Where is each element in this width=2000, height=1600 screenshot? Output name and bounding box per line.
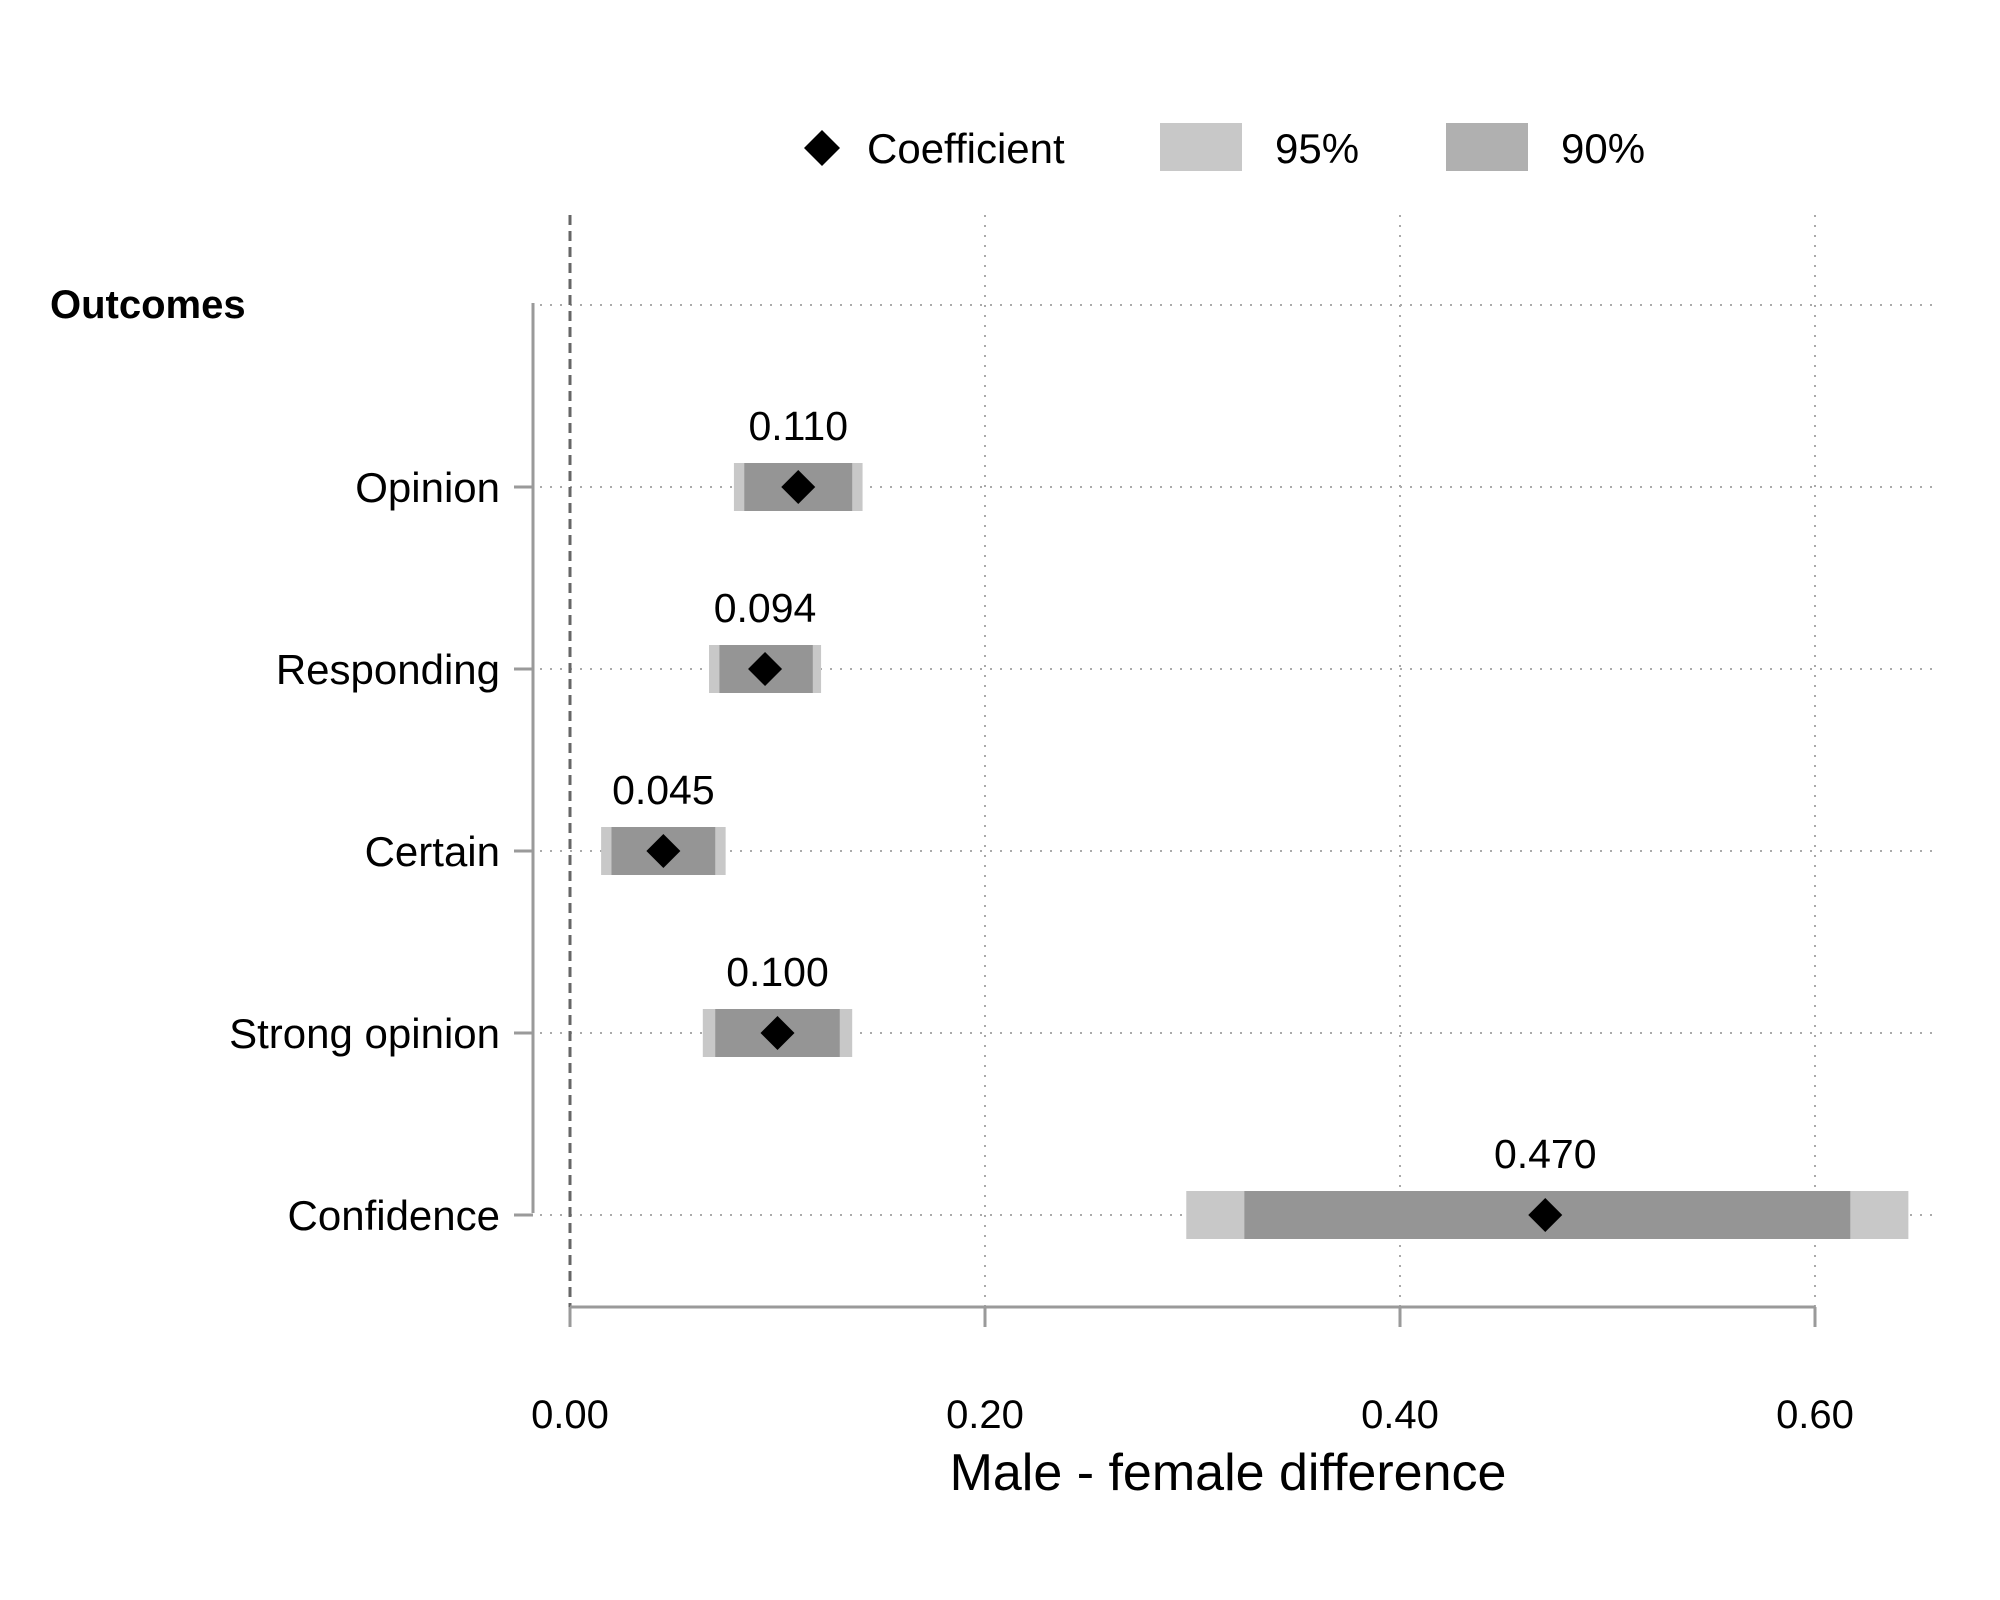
legend-95-swatch: [1160, 123, 1242, 171]
coefficient-marker: [1528, 1198, 1563, 1232]
x-axis-ticks: [568, 1307, 1817, 1327]
row-label: Certain: [365, 828, 500, 875]
legend-coefficient-marker: [804, 130, 840, 166]
x-tick-label: 0.60: [1776, 1393, 1854, 1437]
legend: Coefficient 95% 90%: [804, 123, 1645, 172]
legend-95-label: 95%: [1275, 125, 1359, 172]
coefficient-value-label: 0.100: [726, 949, 829, 995]
legend-90-swatch: [1446, 123, 1528, 171]
legend-90-label: 90%: [1561, 125, 1645, 172]
coefficient-marker: [646, 834, 681, 868]
coefficient-value-label: 0.110: [748, 403, 848, 449]
coefficient-value-label: 0.470: [1494, 1131, 1597, 1177]
coefficient-row: Certain 0.045: [365, 767, 726, 875]
coefficient-row: Strong opinion 0.100: [229, 949, 853, 1057]
coefficient-value-label: 0.094: [714, 585, 817, 631]
vertical-gridlines: [984, 215, 1816, 1307]
coefficient-marker: [748, 652, 783, 686]
coefficient-marker: [760, 1016, 795, 1050]
row-label: Strong opinion: [229, 1010, 500, 1057]
row-label: Responding: [276, 646, 500, 693]
x-tick-label: 0.40: [1361, 1393, 1439, 1437]
legend-coefficient-label: Coefficient: [867, 125, 1065, 172]
coefficient-row: Confidence 0.470: [288, 1131, 1909, 1239]
x-axis-tick-labels: 0.00 0.20 0.40 0.60: [531, 1393, 1854, 1437]
x-tick-label: 0.20: [946, 1393, 1024, 1437]
group-title: Outcomes: [50, 283, 246, 327]
coefficient-marker: [781, 470, 816, 504]
x-axis-title: Male - female difference: [950, 1444, 1507, 1502]
row-label: Opinion: [355, 464, 500, 511]
y-axis-ticks: [514, 485, 533, 1217]
x-tick-label: 0.00: [531, 1393, 609, 1437]
coefficient-rows: Opinion 0.110 Responding 0.094 Certain 0.045 S…: [229, 403, 1909, 1239]
coefficient-row: Responding 0.094: [276, 585, 822, 693]
coefficient-row: Opinion 0.110: [355, 403, 863, 511]
row-label: Confidence: [288, 1192, 500, 1239]
coefficient-value-label: 0.045: [612, 767, 715, 813]
